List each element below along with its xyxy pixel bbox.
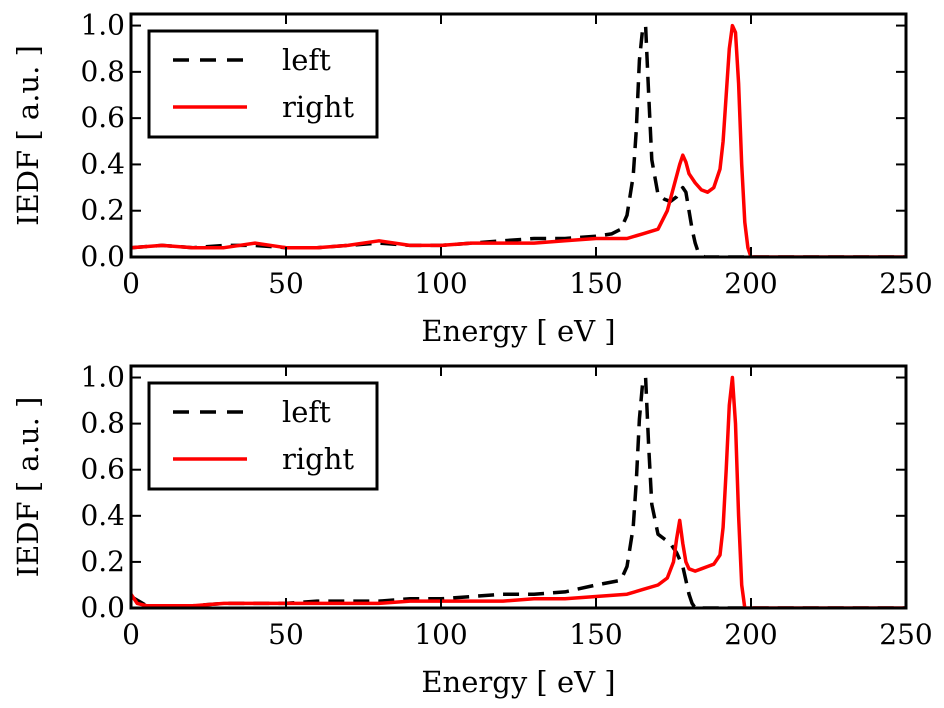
legend-label-left: left (282, 395, 331, 429)
x-tick-label: 200 (724, 618, 777, 651)
y-tick-label: 0.8 (80, 55, 125, 88)
x-axis-label: Energy [ eV ] (421, 665, 615, 699)
y-tick-label: 0.0 (80, 591, 125, 624)
y-tick-label: 0.4 (80, 147, 125, 180)
x-tick-label: 50 (268, 618, 304, 651)
y-tick-label: 1.0 (80, 361, 125, 394)
x-tick-label: 50 (268, 267, 304, 300)
legend: left right (147, 381, 379, 491)
x-tick-label: 250 (879, 267, 932, 300)
bottom-panel: 0 50 100 150 200 250 0.0 0.2 0.4 0.6 0.8 1.0 Energy … (11, 361, 933, 699)
legend-box (147, 29, 379, 139)
axes-frame (129, 12, 908, 259)
legend-label-right: right (282, 442, 354, 476)
y-tick-label: 0.8 (80, 407, 125, 440)
y-tick-label: 0.0 (80, 240, 125, 273)
y-tick-label: 0.2 (80, 194, 125, 227)
y-axis-label: IEDF [ a.u. ] (11, 397, 45, 578)
x-tick-label: 250 (879, 618, 932, 651)
y-tick-label: 1.0 (80, 9, 125, 42)
legend: left right (147, 29, 379, 139)
y-tick-label: 0.4 (80, 499, 125, 532)
x-tick-label: 100 (414, 618, 467, 651)
x-tick-label: 0 (122, 267, 140, 300)
x-tick-label: 150 (569, 618, 622, 651)
legend-box (147, 381, 379, 491)
x-tick-label: 200 (724, 267, 777, 300)
y-tick-label: 0.6 (80, 453, 125, 486)
y-axis-label: IEDF [ a.u. ] (11, 45, 45, 226)
top-panel: 0 50 100 150 200 250 0.0 0.2 0.4 0.6 0.8 1.0 Energy … (11, 9, 933, 348)
y-tick-label: 0.6 (80, 101, 125, 134)
axes-frame (129, 364, 908, 610)
x-axis-label: Energy [ eV ] (421, 314, 615, 348)
legend-label-left: left (282, 43, 331, 77)
y-tick-label: 0.2 (80, 545, 125, 578)
x-tick-label: 100 (414, 267, 467, 300)
x-tick-label: 0 (122, 618, 140, 651)
legend-label-right: right (282, 90, 354, 124)
series-line-right (131, 23, 906, 257)
x-tick-label: 150 (569, 267, 622, 300)
